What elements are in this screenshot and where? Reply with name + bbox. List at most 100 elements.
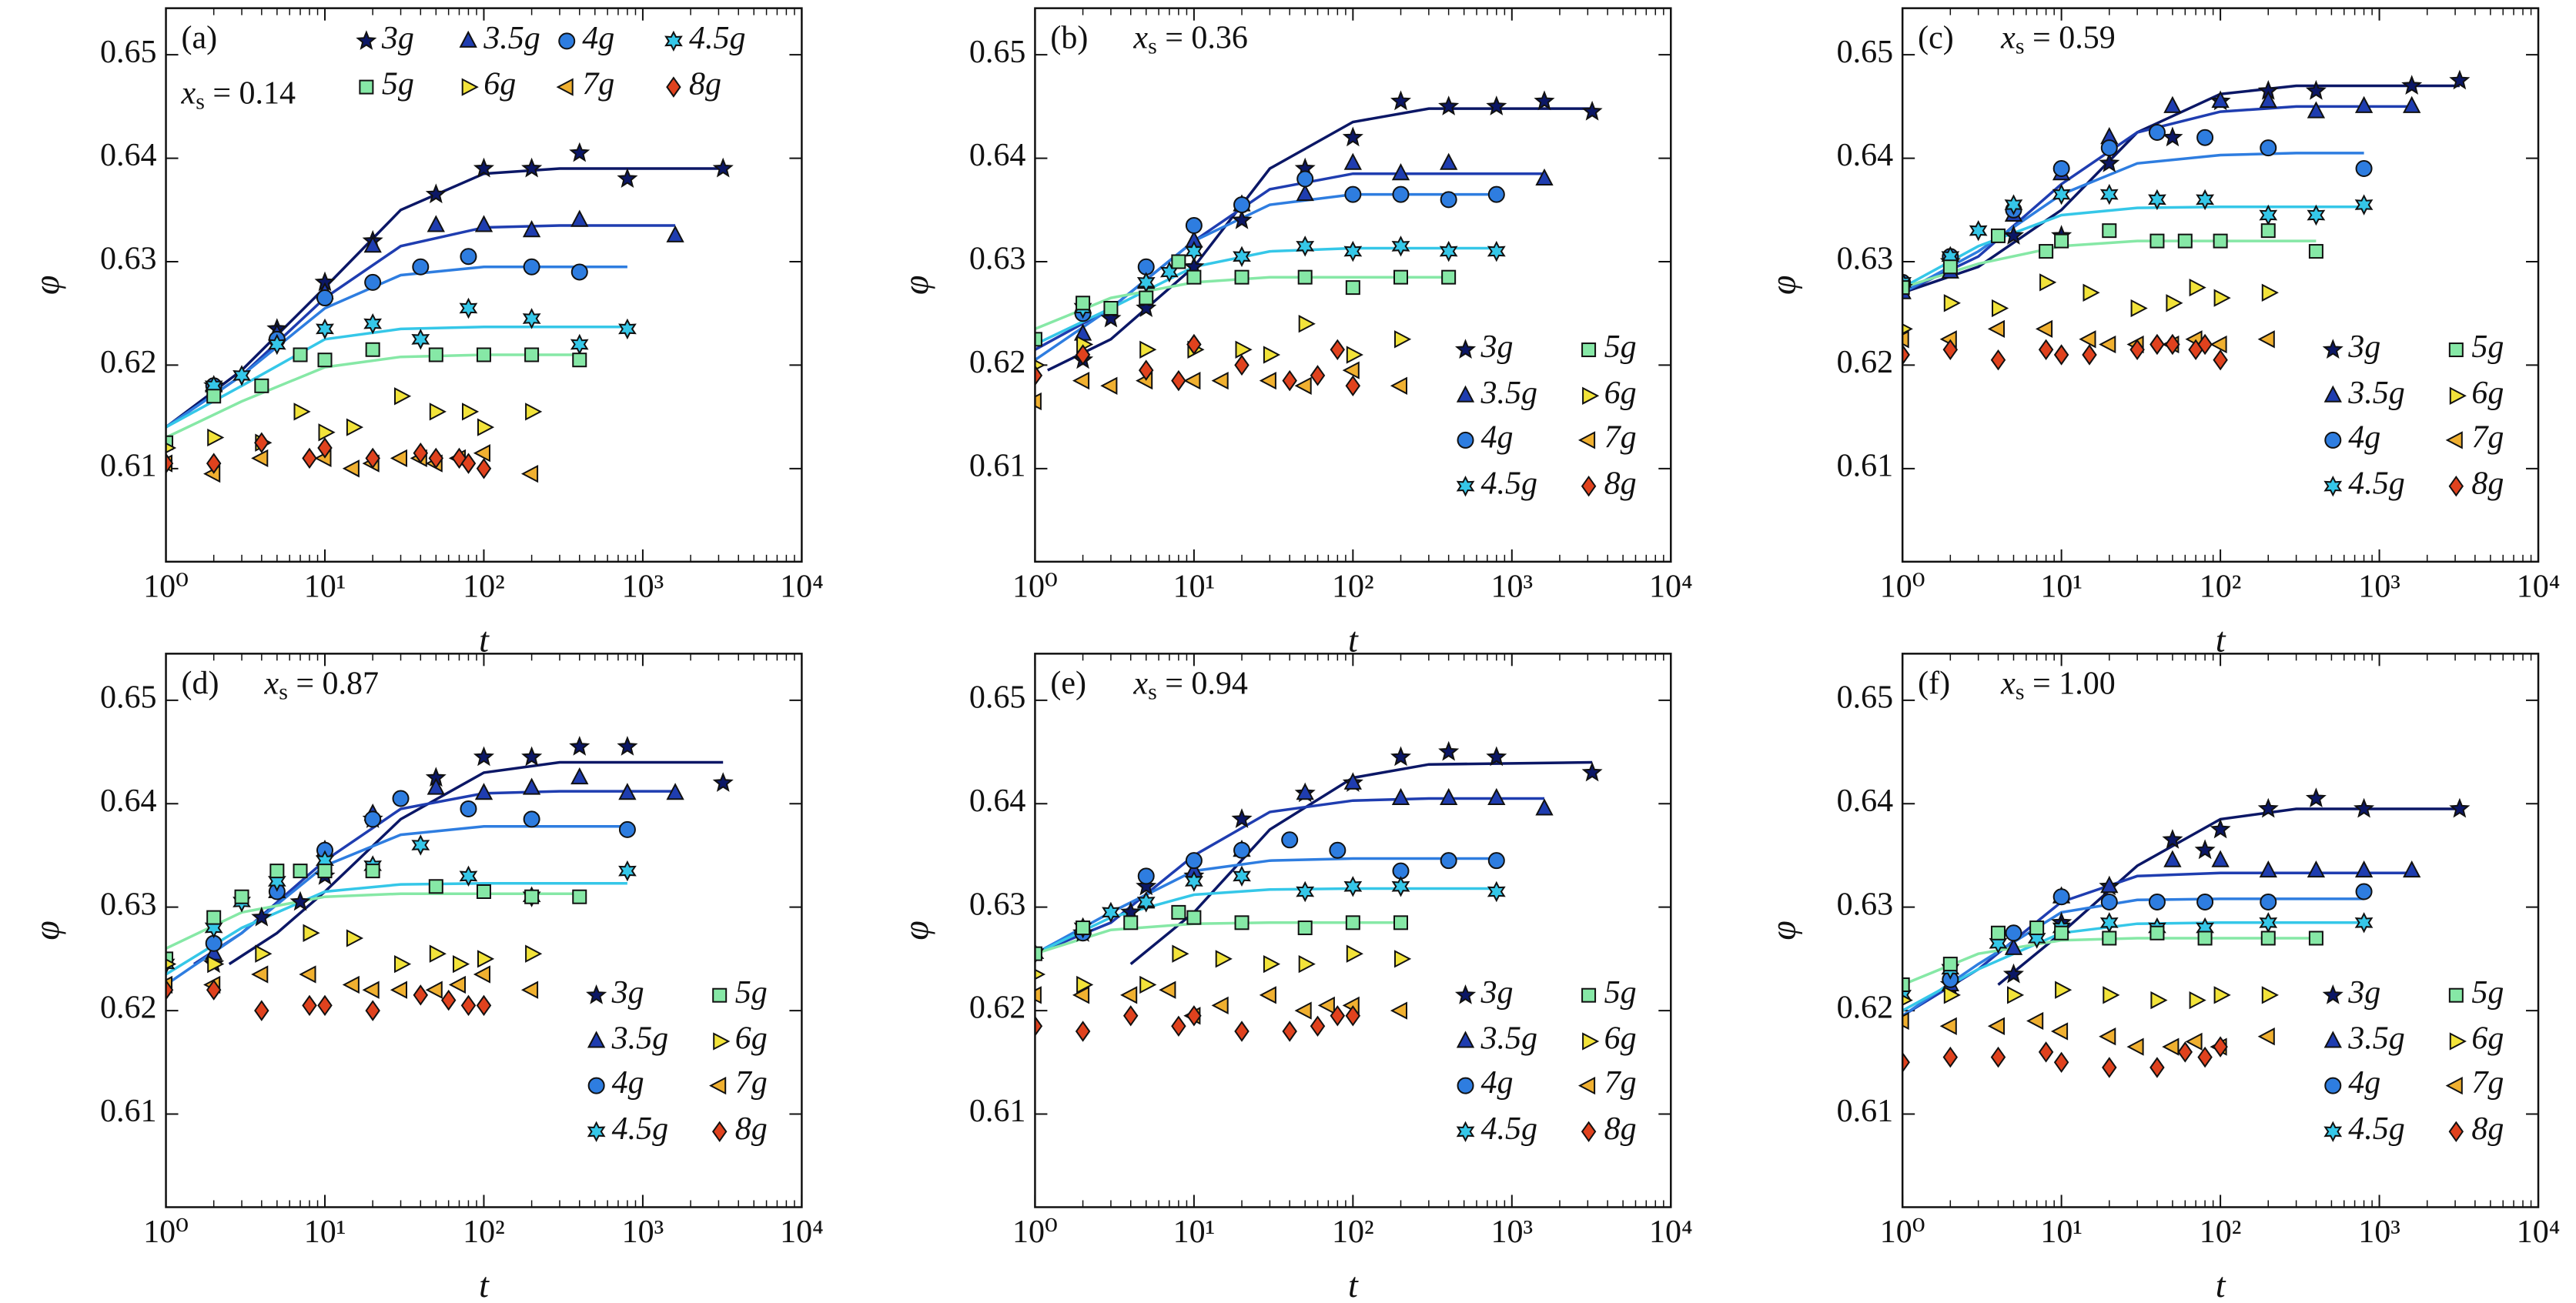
data-point — [1990, 349, 2006, 371]
data-point — [523, 810, 540, 828]
panel-label: (a) — [182, 20, 218, 55]
data-point — [460, 453, 477, 474]
data-point — [2259, 204, 2278, 226]
legend-label: 4g — [582, 21, 614, 56]
legend-label: 4g — [1481, 1065, 1514, 1101]
data-point — [1987, 1017, 2005, 1035]
data-point — [570, 263, 588, 281]
x-tick-label: 10⁴ — [1649, 569, 1693, 604]
data-point — [1123, 915, 1139, 930]
data-point — [2079, 330, 2096, 349]
data-point — [2197, 333, 2213, 356]
data-point — [2007, 986, 2025, 1004]
data-point — [1234, 1021, 1250, 1042]
data-point — [525, 944, 543, 963]
annotation: xs = 1.00 — [2000, 666, 2116, 704]
data-point — [206, 910, 222, 925]
data-point — [1990, 228, 2006, 243]
legend-label: 4g — [2348, 1065, 2380, 1101]
x-tick-label: 10² — [1332, 1214, 1374, 1250]
data-point — [166, 958, 177, 970]
annotation-var: x — [1132, 20, 1148, 55]
data-point — [618, 318, 637, 340]
data-point — [1103, 300, 1119, 316]
data-point — [2308, 930, 2323, 946]
annotation-sub: s — [1148, 679, 1157, 704]
fit-line — [1902, 152, 2364, 294]
data-point — [411, 329, 430, 350]
data-point — [1345, 1005, 1361, 1027]
data-point — [365, 447, 380, 469]
legend-marker — [1577, 431, 1596, 449]
y-tick-label: 0.64 — [969, 138, 1026, 173]
data-point — [2257, 330, 2275, 349]
legend-label: 3g — [611, 975, 644, 1011]
y-tick-label: 0.62 — [1837, 991, 1894, 1026]
data-point — [521, 157, 543, 178]
panel: 10⁰ 10¹ 10² 10³ 10⁴ 0.61 0.62 0.63 0.64 0.65 t φ (b)… — [896, 7, 1693, 659]
data-point — [1902, 280, 1910, 296]
data-point — [1581, 761, 1603, 782]
legend-marker — [711, 1121, 728, 1143]
legend-marker — [1582, 386, 1600, 405]
data-point — [2307, 204, 2326, 226]
plot-area — [1902, 787, 2471, 1078]
legend-label: 7g — [735, 1065, 768, 1101]
legend-label: 3.5g — [611, 1021, 669, 1057]
data-point — [2083, 283, 2100, 302]
data-point — [2050, 1022, 2069, 1041]
data-point — [2403, 860, 2421, 878]
data-point — [1438, 95, 1460, 115]
y-axis-label: φ — [1764, 920, 1803, 940]
legend-label: 8g — [1604, 466, 1637, 501]
x-tick-label: 10³ — [2358, 1214, 2400, 1250]
data-point — [1171, 904, 1186, 920]
data-point — [1343, 240, 1363, 262]
legend-marker — [461, 78, 479, 96]
y-tick-label: 0.61 — [1837, 1094, 1894, 1129]
annotation-sub: s — [2016, 34, 2025, 59]
data-point — [365, 342, 380, 357]
fit-line — [166, 881, 627, 976]
data-point — [448, 975, 466, 994]
data-point — [524, 889, 540, 904]
data-point — [2129, 339, 2145, 361]
data-point — [2401, 75, 2423, 95]
data-point — [1394, 950, 1412, 968]
data-point — [1345, 375, 1361, 397]
legend-marker — [1456, 1031, 1475, 1048]
legend-marker — [1456, 475, 1475, 497]
annotation-text: = 0.87 — [288, 666, 379, 701]
fit-line — [166, 353, 580, 439]
x-tick-label: 10³ — [1491, 569, 1534, 604]
legend-marker — [713, 1032, 731, 1051]
data-point — [2053, 344, 2069, 366]
data-point — [2210, 818, 2231, 839]
data-point — [2053, 1051, 2069, 1074]
data-point — [1342, 361, 1360, 379]
y-tick-label: 0.64 — [1837, 783, 1894, 819]
fit-line — [228, 760, 724, 966]
data-point — [1535, 798, 1554, 816]
legend-label: 4g — [2348, 420, 2380, 456]
data-point — [365, 1000, 380, 1021]
data-point — [2039, 244, 2054, 259]
data-point — [251, 965, 269, 984]
data-point — [299, 965, 316, 984]
data-point — [302, 447, 317, 469]
data-point — [2148, 893, 2166, 910]
data-point — [2197, 1046, 2213, 1068]
fit-line — [1902, 105, 2412, 294]
legend-label: 3.5g — [1480, 376, 1538, 411]
data-point — [1296, 170, 1314, 188]
y-tick-label: 0.63 — [1837, 242, 1894, 277]
legend-marker — [359, 79, 374, 95]
legend-label: 8g — [1604, 1111, 1637, 1147]
data-point — [2126, 1037, 2144, 1056]
legend-label: 3.5g — [2347, 376, 2405, 411]
data-point — [233, 365, 251, 386]
annotation-var: x — [1132, 666, 1148, 701]
legend-label: 3.5g — [1480, 1021, 1538, 1057]
data-point — [1394, 330, 1412, 349]
legend-label: 6g — [2471, 376, 2504, 411]
